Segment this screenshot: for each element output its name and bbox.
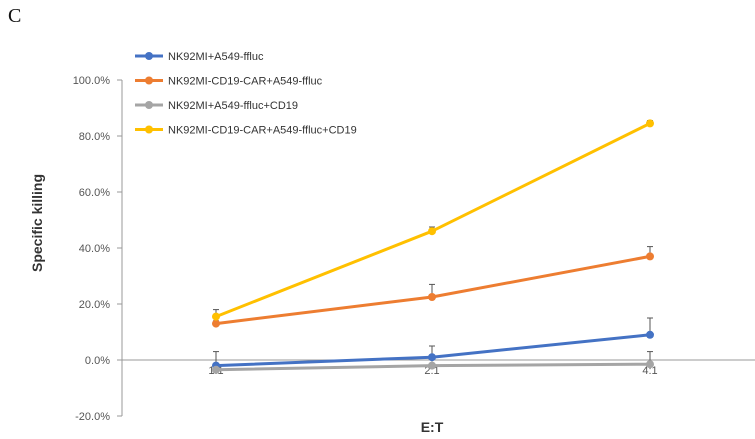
legend-swatch-marker <box>145 125 153 134</box>
legend-label: NK92MI-CD19-CAR+A549-ffluc <box>168 76 323 88</box>
y-tick-label: 20.0% <box>79 299 110 311</box>
legend: NK92MI+A549-ffluc NK92MI-CD19-CAR+A549-ff… <box>135 51 357 137</box>
data-point <box>428 227 436 236</box>
data-point <box>646 119 654 128</box>
x-axis-title: E:T <box>421 419 444 435</box>
data-point <box>646 252 654 261</box>
y-tick-label: 60.0% <box>79 187 110 199</box>
data-points <box>212 119 654 374</box>
legend-label: NK92MI-CD19-CAR+A549-ffluc+CD19 <box>168 125 357 137</box>
data-point <box>212 365 220 374</box>
x-tick-label: 4:1 <box>642 365 657 377</box>
legend-item: NK92MI-CD19-CAR+A549-ffluc+CD19 <box>135 125 357 137</box>
legend-label: NK92MI+A549-ffluc <box>168 51 264 63</box>
panel-letter: C <box>8 5 22 27</box>
data-point <box>428 361 436 370</box>
y-tick-label: -20.0% <box>75 411 110 423</box>
y-tick-label: 100.0% <box>73 75 111 87</box>
y-tick-label: 0.0% <box>85 355 110 367</box>
data-point <box>646 360 654 369</box>
y-tick-label: 40.0% <box>79 243 110 255</box>
legend-swatch-marker <box>145 76 153 85</box>
error-bars <box>213 120 653 370</box>
y-axis-title: Specific killing <box>29 174 45 272</box>
series-line-4 <box>214 121 652 319</box>
legend-item: NK92MI-CD19-CAR+A549-ffluc <box>135 76 323 88</box>
legend-label: NK92MI+A549-ffluc+CD19 <box>168 100 298 112</box>
data-point <box>212 319 220 328</box>
data-point <box>428 353 436 362</box>
x-tick-label: 2:1 <box>424 365 439 377</box>
legend-item: NK92MI+A549-ffluc+CD19 <box>135 100 298 112</box>
legend-swatch-marker <box>145 101 153 109</box>
data-point <box>212 312 220 321</box>
y-axis: -20.0% 0.0% 20.0% 40.0% 60.0% 80.0% 100.0% <box>73 75 123 423</box>
data-point <box>428 293 436 301</box>
y-tick-label: 80.0% <box>79 131 110 143</box>
series-lines <box>214 121 652 372</box>
data-point <box>646 330 654 339</box>
legend-swatch-marker <box>145 52 153 60</box>
legend-item: NK92MI+A549-ffluc <box>135 51 264 63</box>
